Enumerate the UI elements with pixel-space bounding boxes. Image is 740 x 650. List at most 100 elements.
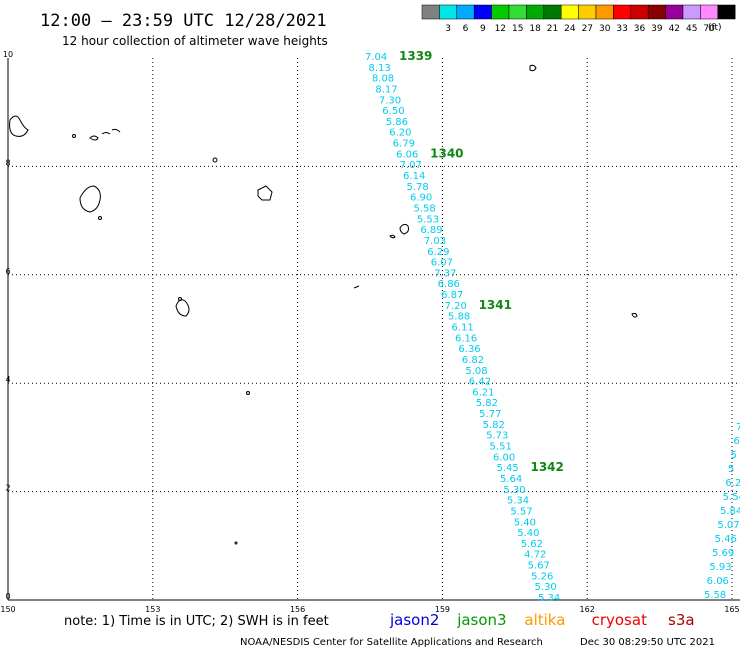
- longitude-tick-label: 165: [724, 605, 739, 614]
- wave-height-value: 6.06: [707, 576, 729, 587]
- timestamp-text: Dec 30 08:29:50 UTC 2021: [580, 637, 715, 648]
- legend-swatch: [717, 4, 736, 20]
- island-outline: [98, 216, 102, 220]
- legend-label: 45: [686, 24, 697, 34]
- island-outline: [212, 157, 218, 163]
- legend-label: 70: [703, 24, 715, 34]
- wave-height-value: 5.58: [413, 203, 435, 214]
- legend-swatch: [647, 4, 666, 20]
- legend-label: 39: [651, 24, 663, 34]
- wave-height-value: 5.26: [531, 571, 553, 582]
- wave-height-value: 6.42: [469, 377, 491, 388]
- legend-swatch: [456, 4, 475, 20]
- wave-height-value: 5.93: [709, 562, 731, 573]
- wave-height-value: 6.36: [458, 344, 480, 355]
- wave-height-value: 5.30: [503, 485, 525, 496]
- wave-height-value: 5.69: [712, 548, 734, 559]
- latitude-tick-label: 8: [5, 158, 10, 167]
- legend-label: 15: [512, 24, 523, 34]
- legend-label: 3: [445, 24, 451, 34]
- legend-swatch: [613, 4, 632, 20]
- wave-height-value: 4.72: [524, 550, 546, 561]
- longitude-tick-label: 162: [580, 605, 595, 614]
- latitude-tick-label: 4: [5, 375, 10, 384]
- wave-height-value: 5.62: [521, 539, 543, 550]
- wave-height-value: 5.08: [465, 366, 487, 377]
- legend-label: 33: [616, 24, 627, 34]
- longitude-tick-label: 153: [145, 605, 160, 614]
- satellite-name: s3a: [668, 611, 695, 629]
- wave-height-value: 6.11: [452, 323, 474, 334]
- island-outline: [631, 312, 638, 318]
- altimeter-track-main: 7.048.138.088.177.306.505.866.206.796.06…: [365, 49, 564, 604]
- wave-height-value: 5.77: [479, 409, 501, 420]
- wave-height-value: 7.04: [365, 52, 387, 63]
- wave-height-value: 5.40: [517, 528, 539, 539]
- latitude-tick-label: 2: [5, 484, 10, 493]
- wave-height-value: 7.37: [434, 268, 456, 279]
- wave-height-value: 5.07: [717, 520, 739, 531]
- legend-swatch: [421, 4, 440, 20]
- legend-label: 27: [582, 24, 593, 34]
- legend-label: 42: [669, 24, 680, 34]
- wave-height-value: 5.82: [476, 398, 498, 409]
- wave-height-value: 5.78: [407, 182, 429, 193]
- wave-height-value: 7: [736, 422, 740, 433]
- wave-height-value: 5.46: [715, 534, 737, 545]
- island-outline: [246, 391, 250, 395]
- time-label: 1339: [399, 49, 432, 63]
- island-outline: [178, 297, 182, 301]
- wave-height-value: 8.17: [375, 84, 397, 95]
- latitude-ticks: 0 2 4 6 8 10: [3, 50, 13, 601]
- wave-height-value: 7.03: [424, 236, 446, 247]
- latitude-tick-label: 10: [3, 50, 13, 59]
- wave-height-value: 5.34: [538, 593, 560, 604]
- island-outline: [353, 285, 360, 289]
- wave-height-value: 7.07: [400, 160, 422, 171]
- units-note: note: 1) Time is in UTC; 2) SWH is in fe…: [64, 614, 329, 629]
- longitude-tick-label: 159: [435, 605, 450, 614]
- wave-height-value: 5.53: [417, 214, 439, 225]
- satellite-name: jason2: [389, 611, 439, 629]
- wave-height-value: 6.86: [438, 279, 460, 290]
- legend-swatch: [491, 4, 510, 20]
- map-title: 12:00 – 23:59 UTC 12/28/2021: [40, 11, 327, 31]
- wave-height-value: 5.86: [386, 117, 408, 128]
- legend-swatch: [560, 4, 579, 20]
- wave-height-value: 8.08: [372, 74, 394, 85]
- wave-height-value: 6.07: [431, 258, 453, 269]
- time-label: 1341: [479, 298, 512, 312]
- legend-label: 36: [634, 24, 646, 34]
- satellite-name: altika: [524, 611, 565, 629]
- wave-height-value: 6.90: [410, 193, 432, 204]
- wave-height-value: 6.00: [493, 452, 515, 463]
- satellite-key: jason2 jason3 altika cryosat s3a: [389, 611, 695, 629]
- wave-height-value: 5.30: [535, 582, 557, 593]
- legend-swatch: [665, 4, 684, 20]
- wave-height-value: 6.16: [455, 333, 477, 344]
- wave-height-value: 7.20: [445, 301, 467, 312]
- legend-swatch: [473, 4, 492, 20]
- legend-swatch: [543, 4, 562, 20]
- wave-height-value: 6.50: [382, 106, 404, 117]
- legend-label: 30: [599, 24, 611, 34]
- legend-swatch: [595, 4, 614, 20]
- altimeter-track-right: 7 6 5 5 6.2 5.54 5.84 5.07 5.46 5.69 5.93 6.06 5.58: [704, 422, 740, 601]
- credit-text: NOAA/NESDIS Center for Satellite Applica…: [240, 637, 543, 648]
- longitude-ticks: 150 153 156 159 162 165: [0, 605, 739, 614]
- island-outline: [89, 135, 99, 141]
- legend-swatch: [700, 4, 719, 20]
- legend-label: 18: [529, 24, 541, 34]
- wave-height-value: 6.89: [420, 225, 442, 236]
- wave-height-value: 6.2: [725, 478, 740, 489]
- island-outline: [72, 134, 76, 138]
- island-outline: [9, 115, 29, 137]
- wave-height-value: 5: [728, 464, 734, 475]
- wave-height-value: 6.20: [389, 128, 411, 139]
- wave-height-value: 5.73: [486, 431, 508, 442]
- longitude-tick-label: 150: [0, 605, 15, 614]
- time-label: 1342: [530, 460, 563, 474]
- map-frame: [7, 58, 740, 601]
- map-subtitle: 12 hour collection of altimeter wave hei…: [62, 34, 328, 48]
